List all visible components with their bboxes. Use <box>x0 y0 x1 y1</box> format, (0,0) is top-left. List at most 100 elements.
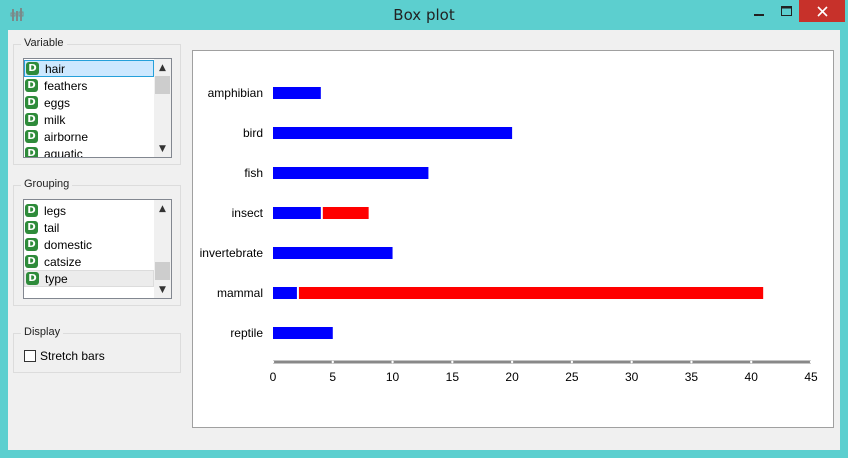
x-tick-mark <box>690 360 693 364</box>
discrete-variable-icon: D <box>25 79 38 92</box>
scroll-thumb[interactable] <box>155 76 170 94</box>
bar-bird-0 <box>273 127 513 139</box>
x-tick-mark <box>750 360 753 364</box>
x-tick-mark <box>809 360 813 364</box>
bar-chart: amphibian bird fish insect invertebrate mamma… <box>200 86 818 384</box>
bar-fish-0 <box>273 167 429 179</box>
category-label: amphibian <box>208 86 263 100</box>
scroll-up-icon[interactable]: ▲ <box>159 203 166 214</box>
variable-scrollbar[interactable]: ▲ ▼ <box>154 59 171 157</box>
minimize-button[interactable] <box>745 0 773 22</box>
list-item-label: legs <box>44 203 67 218</box>
list-item-label: type <box>45 271 68 286</box>
discrete-variable-icon: D <box>25 221 38 234</box>
list-item-label: eggs <box>44 95 71 110</box>
discrete-variable-icon: D <box>25 238 38 251</box>
bar-amphibian-0 <box>273 87 321 99</box>
list-item-label: domestic <box>44 237 93 252</box>
scroll-down-icon[interactable]: ▼ <box>159 143 166 154</box>
category-label: insect <box>232 206 264 220</box>
bar-reptile-0 <box>273 327 333 339</box>
discrete-variable-icon: D <box>26 62 39 75</box>
stretch-bars-checkbox[interactable] <box>24 350 36 362</box>
discrete-variable-icon: D <box>26 272 39 285</box>
x-tick-mark <box>451 360 454 364</box>
list-item-label: hair <box>45 61 66 76</box>
scroll-thumb[interactable] <box>155 262 170 280</box>
close-button[interactable] <box>799 0 845 22</box>
x-tick-mark <box>510 360 514 364</box>
bar-insect-1 <box>322 207 369 219</box>
close-icon <box>816 5 828 17</box>
bar-mammal-0 <box>273 287 297 299</box>
list-item-label: catsize <box>44 254 82 269</box>
list-item-label: milk <box>44 112 66 127</box>
discrete-variable-icon: D <box>25 255 38 268</box>
x-tick-mark <box>630 360 633 364</box>
bar-insect-0 <box>273 207 321 219</box>
category-label: bird <box>243 126 263 140</box>
title-bar[interactable]: Box plot <box>0 0 848 30</box>
scroll-down-icon[interactable]: ▼ <box>159 284 166 295</box>
maximize-icon <box>780 6 792 16</box>
plot-area[interactable]: amphibian bird fish insect invertebrate mamma… <box>192 50 834 428</box>
category-label: mammal <box>217 286 263 300</box>
list-item-label: aquatic <box>44 146 83 158</box>
bar-mammal-1 <box>298 287 764 299</box>
minimize-icon <box>754 14 764 16</box>
x-tick-label: 10 <box>386 370 400 384</box>
boxplot-icon <box>10 8 24 21</box>
discrete-variable-icon: D <box>25 204 38 217</box>
category-label: reptile <box>230 326 263 340</box>
x-tick-label: 40 <box>745 370 759 384</box>
category-label: fish <box>244 166 263 180</box>
list-item-label: airborne <box>44 129 89 144</box>
x-tick-label: 20 <box>505 370 519 384</box>
x-tick-label: 25 <box>565 370 579 384</box>
grouping-group-title: Grouping <box>21 178 73 190</box>
list-item-label: feathers <box>44 78 88 93</box>
discrete-variable-icon: D <box>25 130 38 143</box>
grouping-scrollbar[interactable]: ▲ ▼ <box>154 200 171 298</box>
x-tick-label: 15 <box>446 370 460 384</box>
x-tick-mark <box>271 360 275 364</box>
window-title: Box plot <box>393 6 455 24</box>
display-group-title: Display <box>21 326 64 338</box>
bar-invertebrate-0 <box>273 247 393 259</box>
x-tick-label: 35 <box>685 370 699 384</box>
x-tick-label: 30 <box>625 370 639 384</box>
category-label: invertebrate <box>200 246 264 260</box>
variable-group-title: Variable <box>21 37 67 49</box>
x-tick-label: 45 <box>804 370 818 384</box>
x-tick-label: 5 <box>329 370 336 384</box>
stretch-bars-label[interactable]: Stretch bars <box>40 349 105 363</box>
discrete-variable-icon: D <box>25 147 38 157</box>
maximize-button[interactable] <box>773 0 799 22</box>
x-tick-mark <box>331 360 334 364</box>
scroll-up-icon[interactable]: ▲ <box>159 62 166 73</box>
display-group: Display Stretch bars <box>13 326 181 373</box>
discrete-variable-icon: D <box>25 96 38 109</box>
x-tick-label: 0 <box>270 370 277 384</box>
discrete-variable-icon: D <box>25 113 38 126</box>
x-tick-mark <box>570 360 574 364</box>
list-item-label: tail <box>44 220 60 235</box>
x-tick-mark <box>391 360 394 364</box>
